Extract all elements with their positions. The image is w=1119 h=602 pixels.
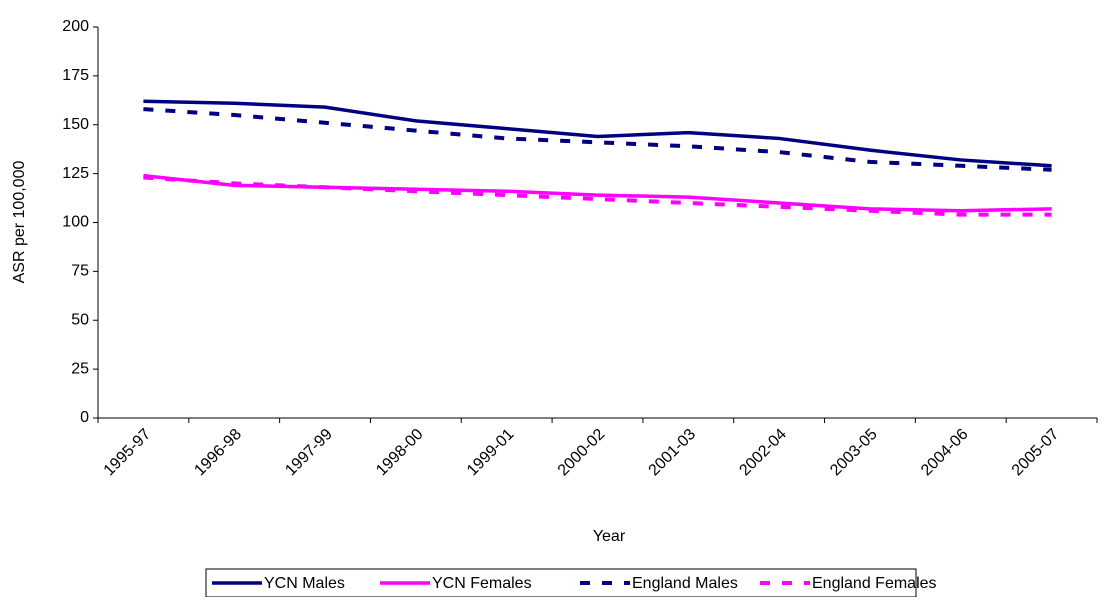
y-tick-label: 200 [62, 18, 89, 35]
x-tick-label: 1995-97 [101, 426, 155, 480]
y-tick-label: 50 [71, 311, 89, 328]
legend-label: England Males [632, 575, 738, 592]
y-tick-label: 125 [62, 165, 89, 182]
x-tick-label: 2000-02 [555, 426, 609, 480]
y-axis-label: ASR per 100,000 [11, 161, 28, 284]
series-line [143, 107, 1052, 172]
x-tick-label: 2002-04 [736, 426, 790, 480]
x-tick-label: 2005-07 [1009, 426, 1063, 480]
x-tick-label: 2004-06 [918, 426, 972, 480]
x-axis-label: Year [593, 528, 626, 545]
y-tick-label: 0 [80, 409, 89, 426]
x-tick-label: 1997-99 [282, 426, 336, 480]
x-tick-label: 2001-03 [646, 426, 700, 480]
series-line [143, 175, 1052, 217]
x-tick-label: 1999-01 [464, 426, 518, 480]
y-tick-label: 150 [62, 116, 89, 133]
series-line [143, 173, 1052, 213]
legend-label: YCN Females [432, 575, 532, 592]
y-tick-label: 75 [71, 263, 89, 280]
x-tick-label: 1998-00 [373, 426, 427, 480]
y-tick-label: 100 [62, 214, 89, 231]
x-tick-label: 2003-05 [827, 426, 881, 480]
legend-label: YCN Males [264, 575, 345, 592]
series-line [143, 99, 1052, 168]
x-tick-label: 1996-98 [191, 426, 245, 480]
y-tick-label: 175 [62, 67, 89, 84]
legend-label: England Females [812, 575, 937, 592]
y-tick-label: 25 [71, 360, 89, 377]
